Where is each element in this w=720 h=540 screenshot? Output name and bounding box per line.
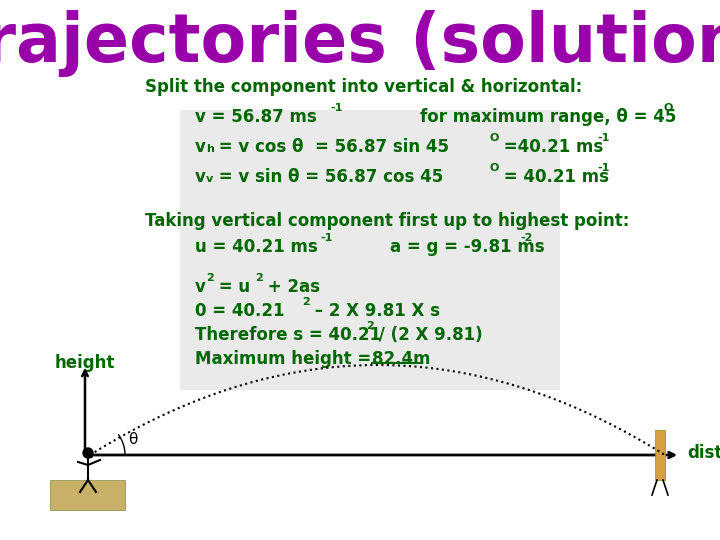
Text: 82.4m: 82.4m bbox=[372, 350, 431, 368]
Text: O: O bbox=[490, 163, 500, 173]
Text: O: O bbox=[664, 103, 673, 113]
Text: 2: 2 bbox=[366, 321, 374, 331]
Text: v: v bbox=[195, 278, 206, 296]
Text: Trajectories (solution): Trajectories (solution) bbox=[0, 10, 720, 77]
Text: =40.21 ms: =40.21 ms bbox=[498, 138, 603, 156]
Text: 2: 2 bbox=[255, 273, 263, 283]
Text: = u: = u bbox=[213, 278, 250, 296]
Text: 2: 2 bbox=[302, 297, 310, 307]
Text: = 40.21 ms: = 40.21 ms bbox=[498, 168, 609, 186]
Text: u = 40.21 ms: u = 40.21 ms bbox=[195, 238, 318, 256]
Text: Therefore s = 40.21: Therefore s = 40.21 bbox=[195, 326, 381, 344]
Text: / (2 X 9.81): / (2 X 9.81) bbox=[373, 326, 482, 344]
Text: v: v bbox=[195, 138, 206, 156]
FancyBboxPatch shape bbox=[180, 110, 560, 390]
Text: θ: θ bbox=[128, 432, 138, 447]
Text: -1: -1 bbox=[320, 233, 333, 243]
Text: O: O bbox=[490, 133, 500, 143]
Text: 2: 2 bbox=[206, 273, 214, 283]
Text: Split the component into vertical & horizontal:: Split the component into vertical & hori… bbox=[145, 78, 582, 96]
Text: 0 = 40.21: 0 = 40.21 bbox=[195, 302, 284, 320]
Text: -1: -1 bbox=[330, 103, 343, 113]
Text: -2: -2 bbox=[520, 233, 532, 243]
Text: -1: -1 bbox=[597, 163, 609, 173]
Circle shape bbox=[83, 448, 93, 458]
FancyBboxPatch shape bbox=[50, 480, 125, 510]
Text: – 2 X 9.81 X s: – 2 X 9.81 X s bbox=[309, 302, 440, 320]
Text: = v cos θ  = 56.87 sin 45: = v cos θ = 56.87 sin 45 bbox=[213, 138, 449, 156]
Text: for maximum range, θ = 45: for maximum range, θ = 45 bbox=[420, 108, 676, 126]
Text: v = 56.87 ms: v = 56.87 ms bbox=[195, 108, 317, 126]
FancyBboxPatch shape bbox=[655, 430, 665, 480]
Text: v: v bbox=[206, 174, 213, 184]
Text: v: v bbox=[195, 168, 206, 186]
Text: = v sin θ = 56.87 cos 45: = v sin θ = 56.87 cos 45 bbox=[213, 168, 444, 186]
Text: Maximum height =: Maximum height = bbox=[195, 350, 383, 368]
Text: -1: -1 bbox=[597, 133, 609, 143]
Text: a = g = -9.81 ms: a = g = -9.81 ms bbox=[390, 238, 544, 256]
Text: Taking vertical component first up to highest point:: Taking vertical component first up to hi… bbox=[145, 212, 629, 230]
Text: h: h bbox=[206, 144, 214, 154]
Text: + 2as: + 2as bbox=[262, 278, 320, 296]
Text: height: height bbox=[55, 354, 115, 372]
Text: distance: distance bbox=[687, 444, 720, 462]
